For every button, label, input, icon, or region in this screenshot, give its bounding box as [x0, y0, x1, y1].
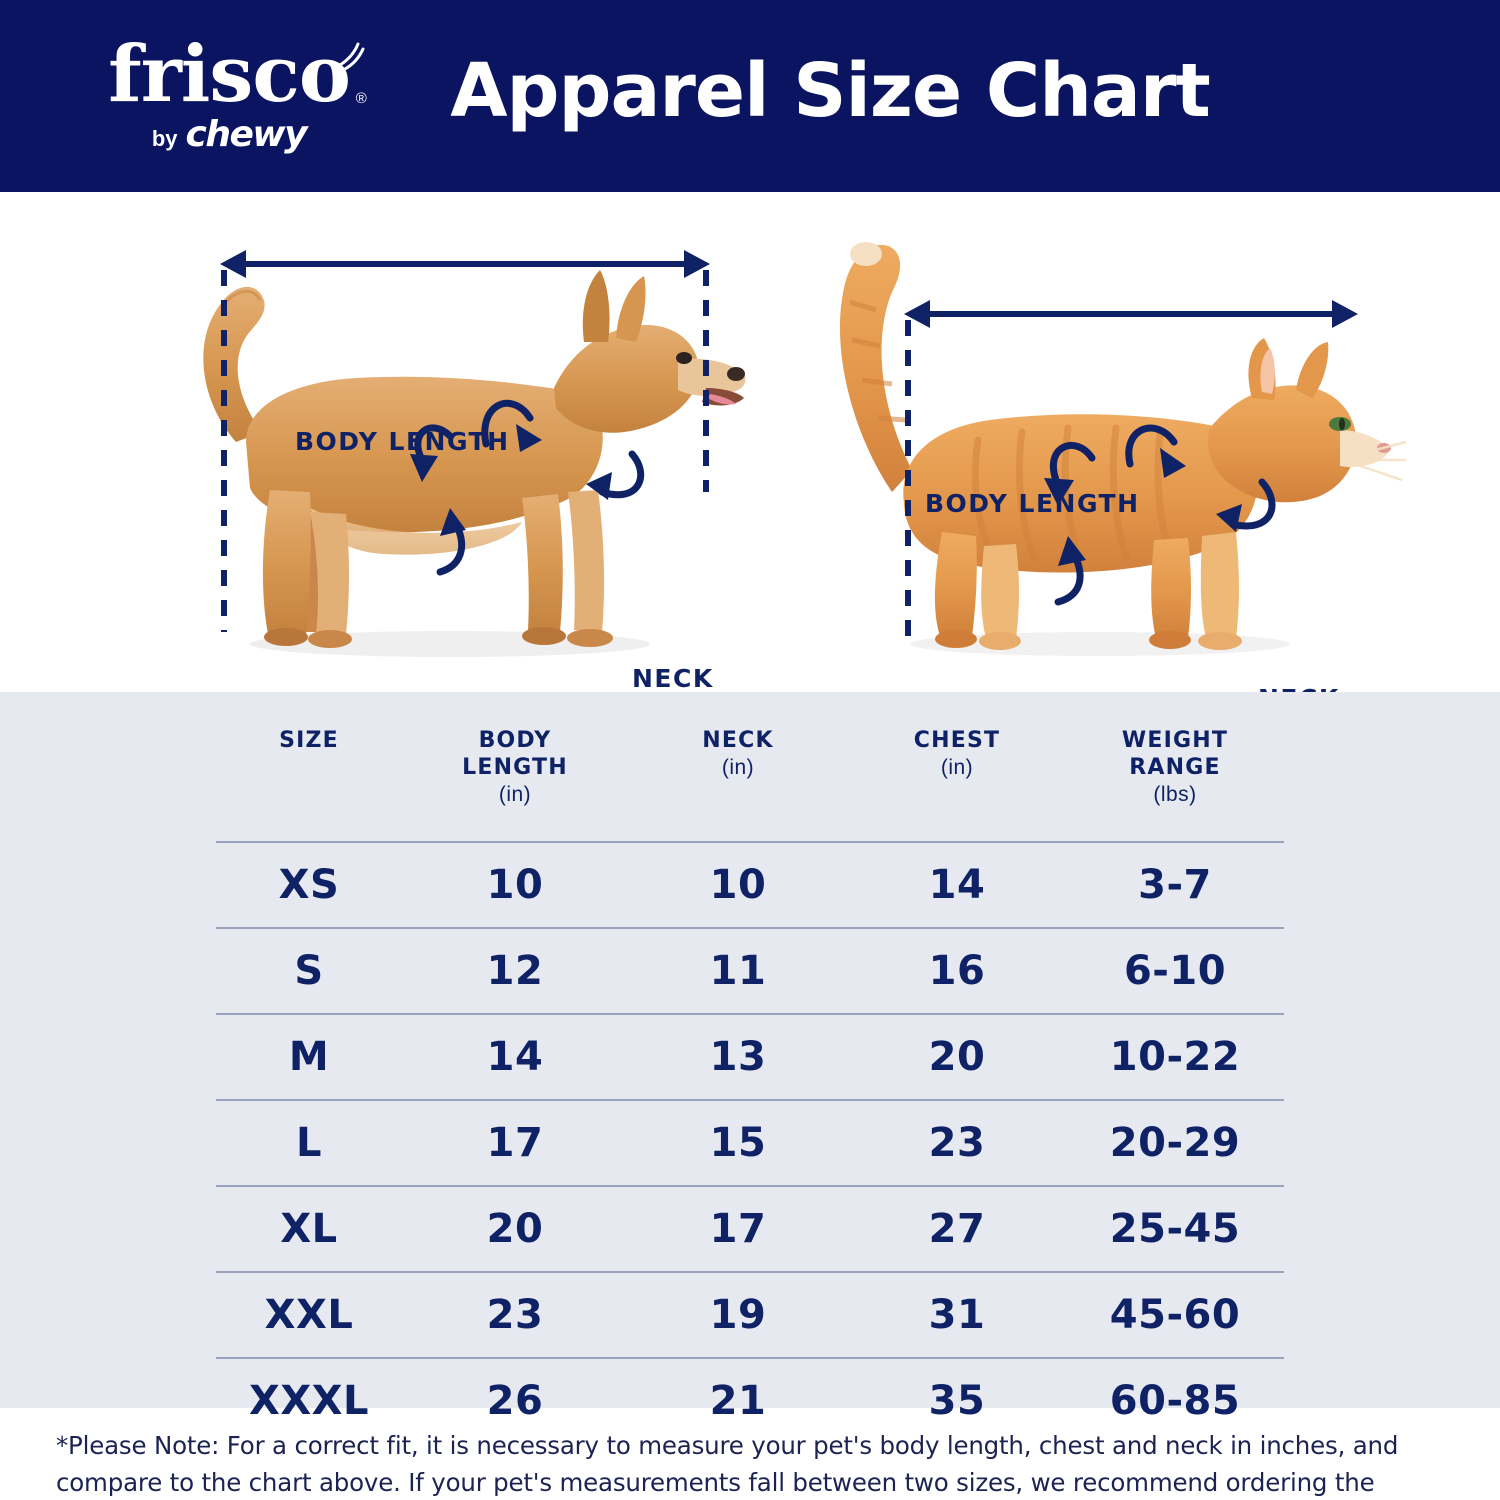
column-header-body-length-line1: BODY [478, 728, 552, 753]
cell-size: L [296, 1120, 322, 1167]
table-row: S 12 11 16 6-10 [216, 928, 1284, 1014]
column-header-weight-range-line2: RANGE [1129, 754, 1221, 780]
cell-body-length: 10 [486, 862, 544, 909]
cat-measurement-illustration [800, 192, 1420, 692]
table-row: XL 20 17 27 25-45 [216, 1186, 1284, 1272]
table-row: L 17 15 23 20-29 [216, 1100, 1284, 1186]
cell-size: XL [280, 1206, 338, 1253]
cell-size: M [288, 1034, 330, 1081]
cell-body-length: 26 [486, 1378, 544, 1425]
dog-girth-arrows [414, 399, 534, 464]
cell-neck: 15 [709, 1120, 767, 1167]
swoosh-icon [336, 42, 365, 71]
cat-neck-arrow [1228, 478, 1276, 530]
logo-subline: by chewy [84, 114, 374, 155]
chewy-brandmark: chewy [185, 114, 308, 156]
column-header-chest: CHEST (in) [848, 712, 1066, 842]
table-header: SIZE BODY LENGTH (in) NECK (in) CHEST (i… [216, 712, 1284, 842]
cell-weight-range: 10-22 [1109, 1034, 1241, 1081]
cell-chest: 23 [928, 1120, 986, 1167]
column-header-weight-range-unit: (lbs) [1153, 782, 1197, 806]
column-header-size: SIZE [216, 712, 402, 842]
column-header-size-label: SIZE [279, 728, 339, 753]
cell-weight-range: 25-45 [1109, 1206, 1241, 1253]
column-header-body-length-line2: LENGTH [462, 754, 568, 780]
apparel-size-table: SIZE BODY LENGTH (in) NECK (in) CHEST (i… [216, 712, 1284, 1443]
cell-body-length: 23 [486, 1292, 544, 1339]
table-row: M 14 13 20 10-22 [216, 1014, 1284, 1100]
cell-chest: 16 [928, 948, 986, 995]
size-table-band: SIZE BODY LENGTH (in) NECK (in) CHEST (i… [0, 692, 1500, 1424]
cell-neck: 13 [709, 1034, 767, 1081]
table-header-row: SIZE BODY LENGTH (in) NECK (in) CHEST (i… [216, 712, 1284, 842]
column-header-chest-label: CHEST [913, 728, 1001, 753]
cell-body-length: 14 [486, 1034, 544, 1081]
cell-weight-range: 20-29 [1109, 1120, 1241, 1167]
cell-neck: 19 [709, 1292, 767, 1339]
footnote-text: *Please Note: For a correct fit, it is n… [56, 1431, 1399, 1497]
header-bar: frisco ® by chewy Apparel Size Chart [0, 0, 1500, 192]
cell-weight-range: 3-7 [1138, 862, 1212, 909]
table-row: XXXL 26 21 35 60-85 [216, 1358, 1284, 1443]
dog-figure [203, 250, 746, 657]
column-header-weight-range-line1: WEIGHT [1121, 728, 1229, 753]
cell-body-length: 12 [486, 948, 544, 995]
cell-body-length: 20 [486, 1206, 544, 1253]
cell-size: S [294, 948, 324, 995]
cell-size: XXL [264, 1292, 354, 1339]
illustration-band: BODY LENGTH NECK CHEST [0, 192, 1500, 818]
cell-body-length: 17 [486, 1120, 544, 1167]
column-header-body-length-unit: (in) [498, 782, 532, 806]
dog-neck-label: NECK [632, 664, 714, 693]
cell-size: XS [278, 862, 340, 909]
column-header-weight-range: WEIGHT RANGE (lbs) [1066, 712, 1284, 842]
frisco-wordmark-text: frisco [108, 29, 351, 120]
cell-weight-range: 60-85 [1109, 1378, 1241, 1425]
cell-chest: 27 [928, 1206, 986, 1253]
cat-body-length-label: BODY LENGTH [925, 489, 1140, 518]
column-header-body-length: BODY LENGTH (in) [402, 712, 628, 842]
cat-girth-arrows [1050, 424, 1178, 484]
cell-chest: 20 [928, 1034, 986, 1081]
page-title: Apparel Size Chart [450, 48, 1210, 134]
cell-chest: 31 [928, 1292, 986, 1339]
dog-body-length-label: BODY LENGTH [295, 427, 510, 456]
frisco-wordmark: frisco ® [108, 36, 367, 114]
cell-weight-range: 6-10 [1123, 948, 1227, 995]
cell-neck: 21 [709, 1378, 767, 1425]
table-body: XS 10 10 14 3-7 S 12 11 16 6-10 M 14 13 [216, 842, 1284, 1443]
cell-size: XXXL [248, 1378, 369, 1425]
logo-by-text: by [151, 126, 178, 152]
table-row: XXL 23 19 31 45-60 [216, 1272, 1284, 1358]
cell-neck: 11 [709, 948, 767, 995]
cell-neck: 10 [709, 862, 767, 909]
cell-neck: 17 [709, 1206, 767, 1253]
column-header-neck: NECK (in) [628, 712, 848, 842]
dog-neck-arrow [598, 450, 645, 499]
cat-figure [839, 242, 1407, 656]
cell-weight-range: 45-60 [1109, 1292, 1241, 1339]
cell-chest: 35 [928, 1378, 986, 1425]
dog-measurement-illustration [150, 192, 770, 692]
table-row: XS 10 10 14 3-7 [216, 842, 1284, 928]
column-header-chest-unit: (in) [940, 755, 974, 779]
column-header-neck-unit: (in) [721, 755, 755, 779]
registered-trademark-icon: ® [355, 89, 367, 107]
cell-chest: 14 [928, 862, 986, 909]
column-header-neck-label: NECK [702, 728, 774, 753]
frisco-by-chewy-logo: frisco ® by chewy [84, 36, 374, 156]
